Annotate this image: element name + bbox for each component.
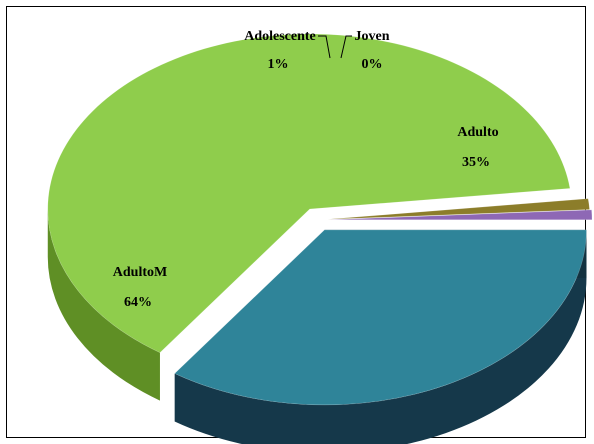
pct-adolescente: 1% bbox=[268, 57, 289, 72]
leader-line-adolescente bbox=[318, 35, 331, 59]
pie-side-adultom bbox=[47, 209, 160, 401]
pct-adulto: 35% bbox=[462, 155, 490, 170]
pct-joven: 0% bbox=[362, 57, 383, 72]
label-adolescente: Adolescente bbox=[244, 29, 316, 44]
label-joven: Joven bbox=[355, 29, 390, 44]
pie-slice-adulto bbox=[174, 229, 587, 406]
label-adultom: AdultoM bbox=[113, 265, 167, 280]
pct-adultom: 64% bbox=[124, 295, 152, 310]
label-adulto: Adulto bbox=[457, 125, 498, 140]
pie-slice-adultom bbox=[47, 33, 571, 353]
leader-line-joven bbox=[340, 35, 352, 59]
pie-slice-joven bbox=[329, 209, 593, 221]
pie-side-adulto bbox=[174, 229, 587, 444]
pie-slice-adolescente bbox=[327, 198, 590, 220]
pie-tops bbox=[47, 33, 593, 406]
